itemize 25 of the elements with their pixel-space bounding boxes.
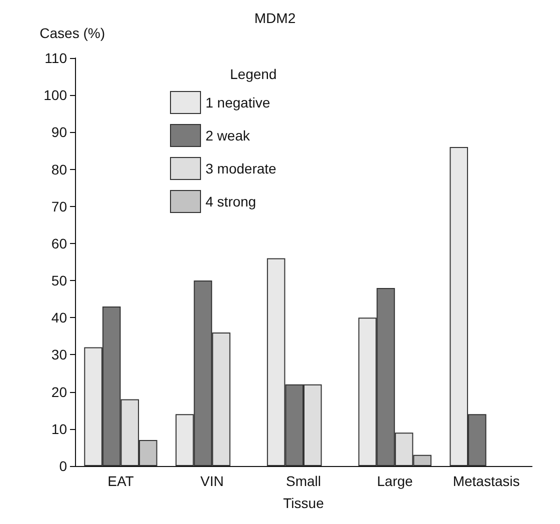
y-axis-title: Cases (%) xyxy=(40,25,105,41)
y-tick-label: 90 xyxy=(51,124,68,140)
chart-title: MDM2 xyxy=(254,10,296,26)
y-tick-label: 30 xyxy=(51,346,68,363)
x-axis-title: Tissue xyxy=(283,495,324,511)
y-tick-label: 80 xyxy=(51,161,68,178)
x-tick-label: Metastasis xyxy=(452,473,520,489)
y-tick-label: 100 xyxy=(44,87,68,104)
legend-label: 4 strong xyxy=(206,194,256,210)
y-tick-label: 70 xyxy=(51,198,68,214)
y-tick-label: 40 xyxy=(51,310,68,326)
y-tick-label: 50 xyxy=(51,272,68,289)
y-tick-label: 60 xyxy=(51,235,68,252)
y-tick-label: 20 xyxy=(51,384,68,400)
x-tick-label: Large xyxy=(376,473,414,489)
y-tick-label: 110 xyxy=(44,50,68,66)
legend-title: Legend xyxy=(230,66,277,82)
legend-label: 2 weak xyxy=(206,128,251,144)
x-tick-label: Small xyxy=(286,473,322,489)
y-tick-label: 10 xyxy=(51,420,68,437)
legend-label: 3 moderate xyxy=(206,160,277,176)
x-tick-label: EAT xyxy=(108,473,134,489)
legend-label: 1 negative xyxy=(206,94,270,110)
y-tick-label: 0 xyxy=(59,458,68,474)
x-tick-label: VIN xyxy=(200,473,224,489)
